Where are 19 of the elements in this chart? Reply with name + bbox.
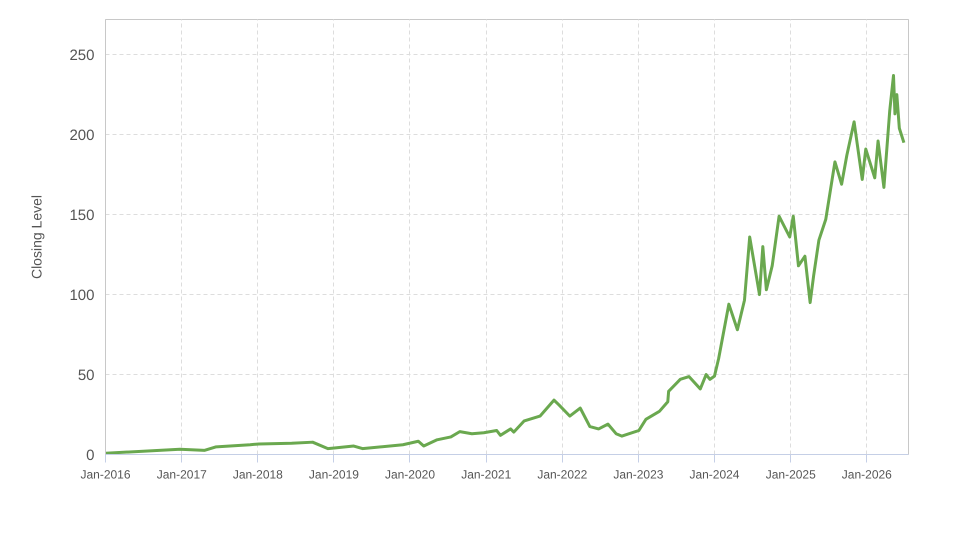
x-tick-label: Jan-2025 — [766, 468, 816, 482]
x-tick-label: Jan-2024 — [689, 468, 740, 482]
y-tick-label: 100 — [69, 287, 95, 304]
y-tick-label: 150 — [69, 207, 95, 224]
y-tick-label: 0 — [86, 447, 94, 464]
x-tick-label: Jan-2026 — [842, 468, 892, 482]
x-tick-label: Jan-2018 — [232, 468, 284, 482]
x-tick-label: Jan-2022 — [537, 468, 588, 482]
y-tick-label: 200 — [69, 127, 95, 144]
x-tick-label: Jan-2020 — [384, 468, 436, 482]
y-tick-label: 50 — [78, 367, 95, 384]
x-tick-label: Jan-2017 — [156, 468, 208, 482]
x-tick-label: Jan-2023 — [613, 468, 664, 482]
y-axis-title: Closing Level — [28, 194, 44, 280]
x-tick-label: Jan-2021 — [461, 468, 512, 482]
x-tick-label: Jan-2016 — [80, 468, 131, 482]
line-series — [106, 74, 906, 454]
x-tick-label: Jan-2019 — [308, 468, 360, 482]
y-tick-label: 250 — [69, 47, 95, 64]
